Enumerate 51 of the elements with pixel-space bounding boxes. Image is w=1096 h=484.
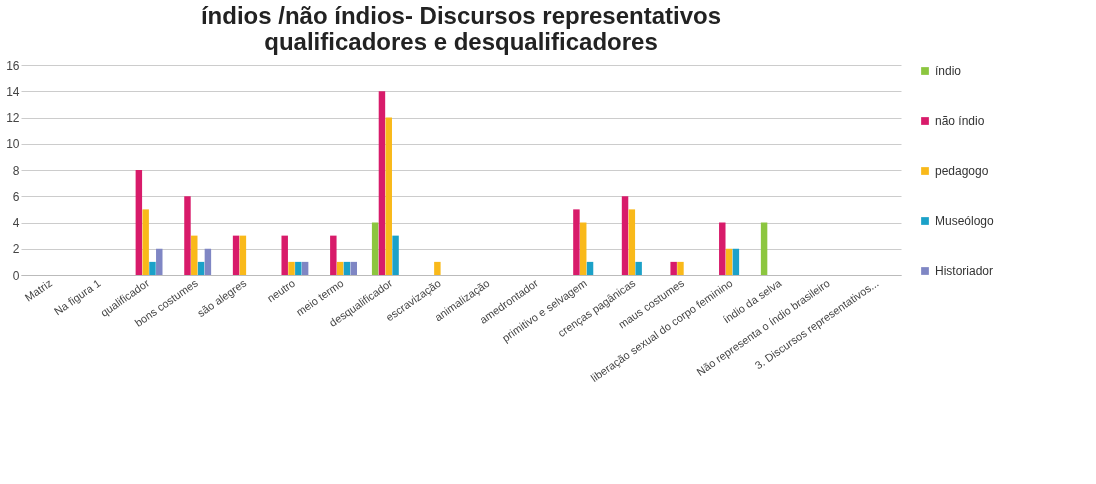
bar <box>330 235 337 275</box>
bar <box>573 209 580 275</box>
bar <box>197 261 205 275</box>
y-tick-label: 0 <box>12 268 20 283</box>
y-tick-label: 16 <box>6 58 20 73</box>
bar <box>350 261 357 275</box>
text: qualificadores e desqualificadores <box>264 28 658 55</box>
bar <box>725 248 733 275</box>
y-tick-label: 14 <box>6 84 20 99</box>
legend-label: Museólogo <box>935 214 995 228</box>
y-tick-label: 10 <box>6 137 20 152</box>
bar <box>677 261 684 275</box>
bar <box>204 248 212 275</box>
bar <box>586 261 594 275</box>
bar <box>719 222 726 275</box>
bar <box>281 235 288 275</box>
bar <box>385 117 392 275</box>
y-tick-label: 2 <box>12 242 20 257</box>
bar <box>295 261 302 275</box>
bar <box>760 222 768 275</box>
bar <box>288 261 295 275</box>
bar <box>635 261 642 275</box>
bar <box>378 91 386 275</box>
bar <box>191 235 198 275</box>
legend-label: índio <box>935 64 962 78</box>
legend-label: não índio <box>935 114 985 128</box>
y-tick-label: 12 <box>6 111 20 125</box>
y-tick-label: 8 <box>12 163 20 178</box>
bar <box>579 222 587 275</box>
bar <box>149 261 156 275</box>
bar <box>336 261 344 275</box>
bar <box>142 209 149 275</box>
bar <box>392 235 399 275</box>
legend-label: pedagogo <box>935 164 989 178</box>
bar <box>732 248 740 275</box>
bar <box>135 170 143 275</box>
bar <box>184 196 191 275</box>
bar <box>239 235 247 275</box>
text: índios /não índios- Discursos representativos <box>200 2 722 29</box>
bar <box>343 261 351 275</box>
bar <box>628 209 636 275</box>
bar <box>670 261 677 275</box>
y-tick-label: 6 <box>12 189 20 204</box>
bar <box>232 235 240 275</box>
bar <box>301 261 309 275</box>
legend-label: Historiador <box>935 264 994 278</box>
y-tick-label: 4 <box>12 216 20 230</box>
bar <box>156 248 163 275</box>
bar <box>371 222 379 275</box>
bar <box>434 261 441 275</box>
bar <box>621 196 629 275</box>
